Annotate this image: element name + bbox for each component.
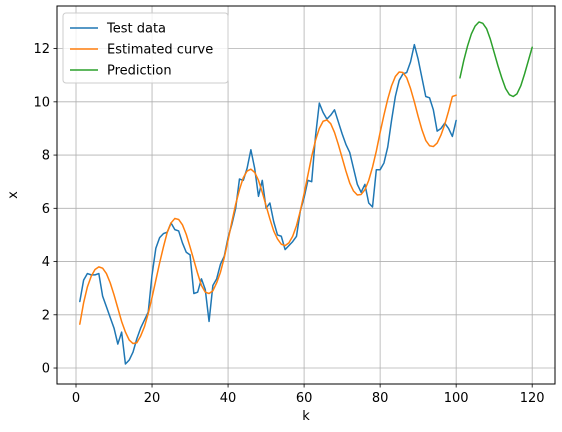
y-tick-label: 0 [42, 362, 50, 377]
x-tick-label: 40 [220, 391, 237, 406]
x-axis-label: k [302, 409, 310, 424]
y-tick-label: 2 [42, 308, 50, 323]
x-tick-label: 60 [296, 391, 313, 406]
series-line-estimated-curve [79, 71, 457, 345]
series-line-test-data [79, 43, 457, 365]
legend-label-estimated-curve: Estimated curve [107, 43, 213, 58]
y-tick-label: 12 [33, 42, 50, 57]
series-line-prediction [459, 21, 533, 98]
y-tick-label: 10 [33, 95, 50, 110]
y-tick-label: 8 [42, 149, 50, 164]
legend-label-prediction: Prediction [107, 64, 172, 79]
legend-box [62, 12, 229, 84]
x-tick-label: 80 [372, 391, 389, 406]
x-tick-label: 20 [144, 391, 161, 406]
x-tick-label: 100 [444, 391, 469, 406]
series-group [79, 21, 533, 365]
x-tick-label: 120 [520, 391, 545, 406]
y-tick-label: 6 [42, 202, 50, 217]
ticks: 0 20 40 60 80 100 120 0 2 4 6 8 10 12 [33, 42, 544, 406]
legend: Test data Estimated curve Prediction [62, 12, 229, 84]
x-tick-label: 0 [72, 391, 80, 406]
plot-frame [56, 5, 556, 385]
y-tick-label: 4 [42, 255, 50, 270]
y-axis-label: x [6, 191, 21, 199]
legend-label-test-data: Test data [106, 22, 166, 37]
